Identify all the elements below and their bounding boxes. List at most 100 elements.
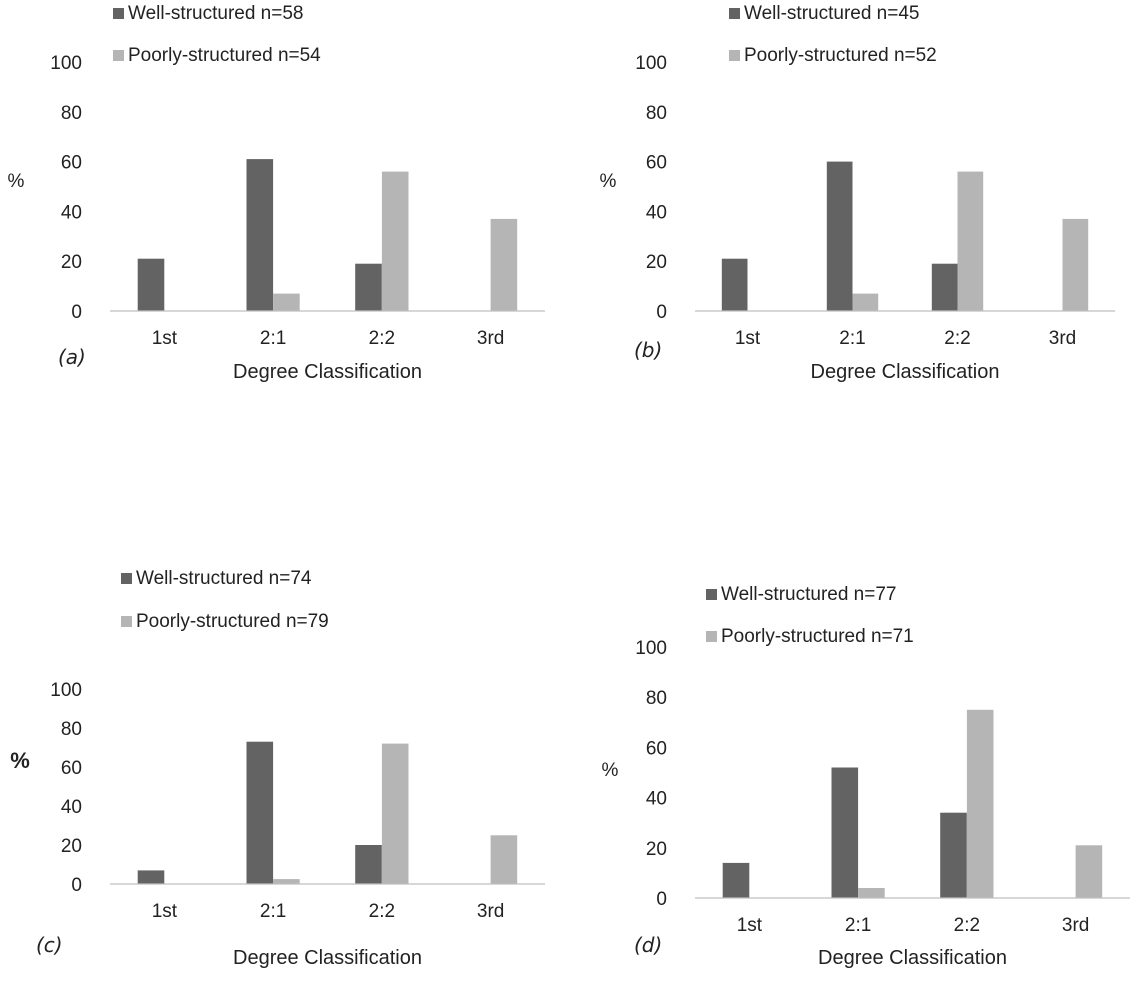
legend-swatch <box>706 589 717 600</box>
bar-poor-3rd <box>1075 845 1103 898</box>
y-axis-label: % <box>8 171 25 192</box>
y-tick-label: 100 <box>635 638 667 659</box>
bar-well-1st <box>721 258 748 311</box>
x-tick-label: 2:2 <box>954 915 980 936</box>
x-tick-label: 2:2 <box>944 328 970 349</box>
legend-label: Well-structured n=58 <box>128 3 303 24</box>
y-tick-label: 60 <box>61 153 82 174</box>
y-tick-label: 80 <box>61 719 82 740</box>
bar-poor-2:1 <box>858 888 885 898</box>
x-tick-label: 1st <box>737 915 763 936</box>
bar-chart: Well-structured n=74 Poorly-structured n=… <box>10 568 545 969</box>
x-tick-label: 2:1 <box>260 328 286 349</box>
y-tick-label: 60 <box>61 758 82 779</box>
bar-poor-2:2 <box>957 171 984 311</box>
legend-swatch <box>729 50 740 61</box>
legend-label: Well-structured n=74 <box>136 568 312 589</box>
x-tick-label: 1st <box>152 901 178 922</box>
y-tick-label: 80 <box>646 103 667 124</box>
chart-panel-b: Well-structured n=45 Poorly-structured n=… <box>570 0 1141 400</box>
bar-poor-2:1 <box>273 293 300 311</box>
panel-label: (d) <box>634 933 662 957</box>
x-tick-label: 2:1 <box>845 915 871 936</box>
legend-label: Poorly-structured n=71 <box>721 626 914 647</box>
legend-swatch <box>121 573 132 584</box>
bar-poor-2:2 <box>381 171 409 311</box>
bar-well-2:1 <box>246 741 274 884</box>
bar-chart: Well-structured n=77 Poorly-structured n=… <box>602 584 1130 969</box>
y-tick-label: 100 <box>50 53 82 74</box>
bar-well-2:2 <box>931 263 958 311</box>
y-axis-label: % <box>10 748 30 773</box>
y-tick-label: 80 <box>646 688 667 709</box>
y-tick-label: 0 <box>71 875 82 896</box>
legend-label: Poorly-structured n=79 <box>136 611 329 632</box>
y-axis-label: % <box>600 171 617 192</box>
legend-swatch <box>729 8 740 19</box>
y-tick-label: 80 <box>61 103 82 124</box>
bar-poor-2:1 <box>852 293 879 311</box>
y-tick-label: 40 <box>646 789 667 810</box>
bar-well-1st <box>722 862 750 898</box>
x-tick-label: 2:1 <box>839 328 865 349</box>
y-tick-label: 40 <box>61 202 82 223</box>
x-tick-label: 2:2 <box>369 328 395 349</box>
bar-well-2:2 <box>355 263 382 311</box>
legend-label: Well-structured n=77 <box>721 584 896 605</box>
bar-well-2:1 <box>246 159 274 311</box>
x-tick-label: 1st <box>735 328 761 349</box>
y-tick-label: 20 <box>61 252 82 273</box>
bar-well-2:2 <box>355 845 382 884</box>
legend-swatch <box>113 8 124 19</box>
x-axis-label: Degree Classification <box>811 361 1000 383</box>
bar-poor-2:1 <box>273 879 300 884</box>
y-tick-label: 20 <box>61 836 82 857</box>
x-tick-label: 3rd <box>477 901 504 922</box>
bar-well-2:1 <box>826 161 853 311</box>
bar-poor-3rd <box>490 835 518 885</box>
y-tick-label: 0 <box>656 302 667 323</box>
x-axis-label: Degree Classification <box>233 361 422 383</box>
y-tick-label: 20 <box>646 252 667 273</box>
y-tick-label: 0 <box>656 889 667 910</box>
panel-label: (b) <box>634 338 662 362</box>
x-tick-label: 1st <box>152 328 178 349</box>
y-tick-label: 0 <box>71 302 82 323</box>
y-tick-label: 100 <box>50 680 82 701</box>
x-axis-label: Degree Classification <box>818 947 1007 969</box>
y-tick-label: 40 <box>646 202 667 223</box>
bar-poor-2:2 <box>381 743 409 884</box>
bar-well-1st <box>137 870 165 884</box>
x-axis-label: Degree Classification <box>233 947 422 969</box>
bar-well-2:1 <box>831 767 859 898</box>
x-tick-label: 3rd <box>1049 328 1076 349</box>
bar-poor-3rd <box>490 218 518 311</box>
y-tick-label: 20 <box>646 839 667 860</box>
y-axis-label: % <box>602 760 619 781</box>
bar-well-1st <box>137 258 165 311</box>
chart-panel-a: Well-structured n=58 Poorly-structured n=… <box>0 0 570 400</box>
y-tick-label: 60 <box>646 153 667 174</box>
bar-poor-3rd <box>1062 218 1089 311</box>
x-tick-label: 3rd <box>477 328 504 349</box>
panel-label: (c) <box>36 933 63 957</box>
panel-label: (a) <box>58 345 86 369</box>
bar-poor-2:2 <box>966 709 994 899</box>
legend-label: Poorly-structured n=52 <box>744 45 937 66</box>
x-tick-label: 2:2 <box>369 901 395 922</box>
legend-swatch <box>113 50 124 61</box>
y-tick-label: 40 <box>61 797 82 818</box>
legend-swatch <box>706 631 717 642</box>
legend-label: Poorly-structured n=54 <box>128 45 321 66</box>
chart-panel-d: Well-structured n=77 Poorly-structured n=… <box>570 560 1141 977</box>
legend-swatch <box>121 616 132 627</box>
y-tick-label: 100 <box>635 53 667 74</box>
legend-label: Well-structured n=45 <box>744 3 919 24</box>
x-tick-label: 2:1 <box>260 901 286 922</box>
bar-chart: Well-structured n=45 Poorly-structured n=… <box>600 3 1115 383</box>
bar-well-2:2 <box>940 812 967 898</box>
bar-chart: Well-structured n=58 Poorly-structured n=… <box>8 3 545 383</box>
y-tick-label: 60 <box>646 738 667 759</box>
x-tick-label: 3rd <box>1062 915 1089 936</box>
chart-panel-c: Well-structured n=74 Poorly-structured n=… <box>0 560 570 977</box>
